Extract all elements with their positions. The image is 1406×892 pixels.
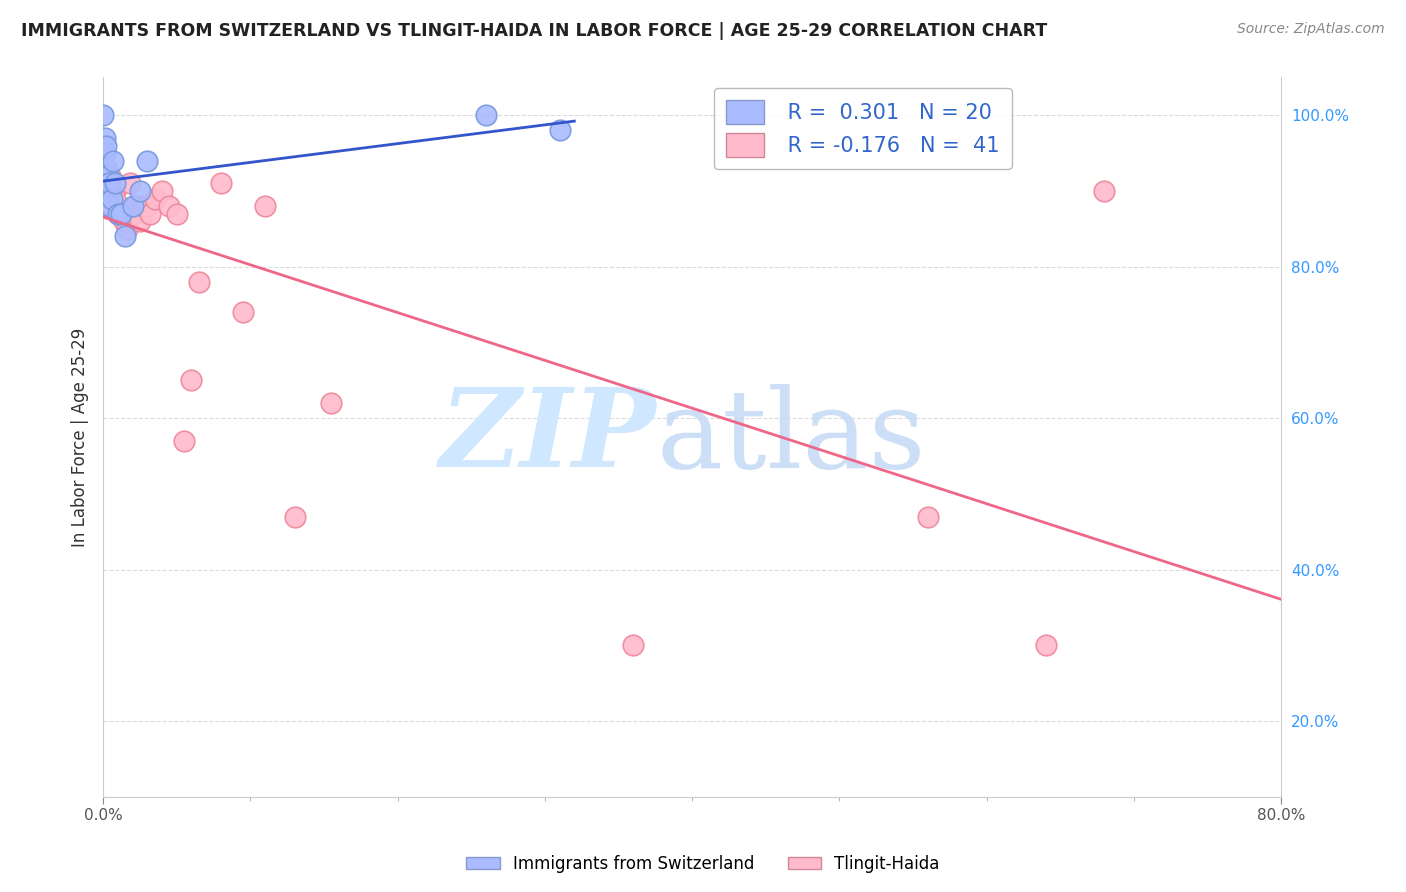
Point [621, 638, 644, 652]
Y-axis label: In Labor Force | Age 25-29: In Labor Force | Age 25-29 [72, 327, 89, 547]
Point [136, 199, 159, 213]
Point [104, 192, 127, 206]
Point [103, 153, 125, 168]
Point [121, 199, 143, 213]
Point [475, 108, 498, 122]
Point [98, 177, 121, 191]
Point [173, 434, 195, 448]
Point [103, 177, 125, 191]
Point [100, 199, 122, 213]
Point [283, 509, 305, 524]
Point [180, 373, 202, 387]
Point [104, 184, 127, 198]
Point [104, 177, 127, 191]
Point [917, 509, 939, 524]
Point [93, 131, 115, 145]
Point [187, 275, 209, 289]
Point [166, 207, 188, 221]
Point [96, 184, 118, 198]
Point [1035, 638, 1057, 652]
Point [107, 207, 129, 221]
Point [150, 184, 173, 198]
Point [114, 229, 136, 244]
Text: ZIP: ZIP [440, 384, 657, 491]
Point [91, 184, 114, 198]
Point [101, 192, 124, 206]
Point [94, 192, 117, 206]
Point [136, 153, 159, 168]
Legend: Immigrants from Switzerland, Tlingit-Haida: Immigrants from Switzerland, Tlingit-Hai… [460, 848, 946, 880]
Point [93, 177, 115, 191]
Point [209, 177, 232, 191]
Point [1092, 184, 1115, 198]
Point [93, 169, 115, 183]
Point [548, 123, 571, 137]
Point [112, 214, 135, 228]
Text: Source: ZipAtlas.com: Source: ZipAtlas.com [1237, 22, 1385, 37]
Point [93, 146, 115, 161]
Point [157, 199, 180, 213]
Point [96, 169, 118, 183]
Point [139, 207, 162, 221]
Point [100, 184, 122, 198]
Point [129, 214, 152, 228]
Point [232, 305, 254, 319]
Point [118, 177, 141, 191]
Point [100, 169, 122, 183]
Point [110, 207, 132, 221]
Point [124, 199, 146, 213]
Point [254, 199, 277, 213]
Point [94, 138, 117, 153]
Point [110, 207, 132, 221]
Point [121, 207, 143, 221]
Point [101, 199, 124, 213]
Point [143, 192, 166, 206]
Text: atlas: atlas [657, 384, 927, 491]
Point [91, 108, 114, 122]
Point [94, 161, 117, 176]
Point [132, 199, 155, 213]
Point [321, 396, 343, 410]
Point [96, 199, 118, 213]
Legend:  R =  0.301   N = 20,  R = -0.176   N =  41: R = 0.301 N = 20, R = -0.176 N = 41 [714, 87, 1011, 169]
Point [98, 199, 121, 213]
Point [115, 222, 138, 236]
Point [96, 184, 118, 198]
Text: IMMIGRANTS FROM SWITZERLAND VS TLINGIT-HAIDA IN LABOR FORCE | AGE 25-29 CORRELAT: IMMIGRANTS FROM SWITZERLAND VS TLINGIT-H… [21, 22, 1047, 40]
Point [107, 207, 129, 221]
Point [129, 184, 152, 198]
Point [94, 177, 117, 191]
